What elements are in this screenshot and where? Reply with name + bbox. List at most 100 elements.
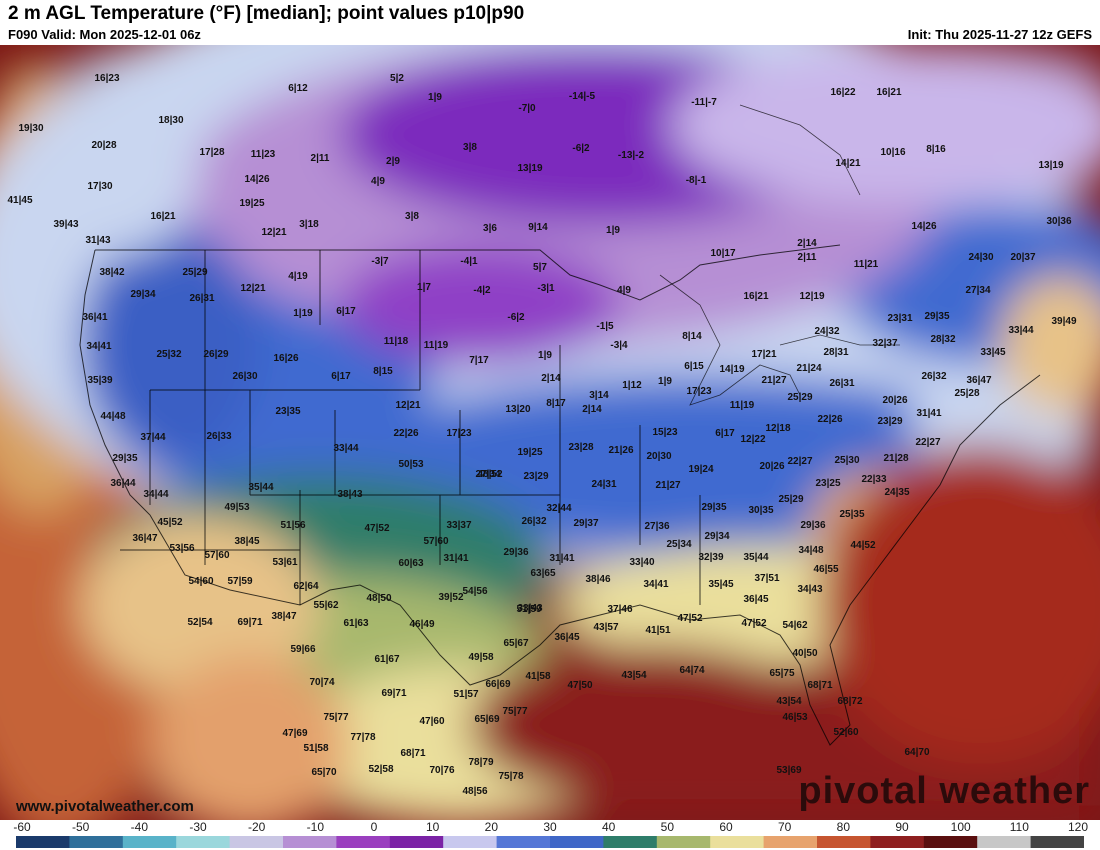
point-value-label: 52|54 xyxy=(187,617,212,628)
point-value-label: 30|35 xyxy=(748,505,773,516)
point-value-label: 44|48 xyxy=(100,411,125,422)
point-value-label: 57|60 xyxy=(204,550,229,561)
colorbar-segment xyxy=(443,836,498,848)
point-value-label: 3|14 xyxy=(589,390,609,401)
point-value-label: 6|12 xyxy=(288,83,308,94)
point-value-label: 35|44 xyxy=(248,482,273,493)
colorbar-segment xyxy=(69,836,124,848)
point-value-label: 1|9 xyxy=(428,92,442,103)
point-value-label: 7|17 xyxy=(469,355,489,366)
point-value-label: 49|58 xyxy=(468,652,493,663)
point-value-label: 36|45 xyxy=(743,594,768,605)
point-value-label: 26|32 xyxy=(521,516,546,527)
colorbar-tick: 40 xyxy=(601,820,616,834)
point-value-label: -8|-1 xyxy=(686,175,707,186)
point-value-label: 52|60 xyxy=(833,727,858,738)
point-value-label: 23|35 xyxy=(275,406,300,417)
colorbar-segment xyxy=(977,836,1032,848)
point-value-label: 12|18 xyxy=(765,423,790,434)
point-value-label: 19|25 xyxy=(239,198,264,209)
point-value-label: 47|52 xyxy=(677,613,702,624)
point-value-label: 77|78 xyxy=(350,732,375,743)
point-value-label: 75|77 xyxy=(502,706,527,717)
point-value-label: 25|30 xyxy=(834,455,859,466)
point-value-label: 12|21 xyxy=(240,283,265,294)
point-value-label: 34|41 xyxy=(86,341,111,352)
point-value-label: 43|54 xyxy=(776,696,801,707)
point-value-label: 23|31 xyxy=(887,313,912,324)
point-value-label: 47|69 xyxy=(282,728,307,739)
point-value-label: 25|29 xyxy=(787,392,812,403)
colorbar-tick: 0 xyxy=(370,820,378,834)
point-value-label: 33|43 xyxy=(517,603,542,614)
point-value-label: -4|1 xyxy=(460,256,478,267)
point-value-label: 23|25 xyxy=(815,478,840,489)
point-value-label: 31|41 xyxy=(916,408,941,419)
colorbar-segment xyxy=(870,836,925,848)
point-value-label: 13|19 xyxy=(1038,160,1063,171)
colorbar-tick: 80 xyxy=(836,820,851,834)
point-value-label: 69|71 xyxy=(237,617,262,628)
point-value-label: 32|44 xyxy=(546,503,571,514)
point-value-label: 78|79 xyxy=(468,757,493,768)
colorbar-segment xyxy=(122,836,177,848)
colorbar-tick: 60 xyxy=(719,820,733,834)
point-value-label: 64|74 xyxy=(679,665,704,676)
point-value-label: 25|32 xyxy=(156,349,181,360)
point-value-label: -1|5 xyxy=(596,321,614,332)
point-value-label: 14|26 xyxy=(244,174,269,185)
point-value-label: 6|17 xyxy=(336,306,356,317)
website-label: www.pivotalweather.com xyxy=(16,798,194,815)
point-value-label: 51|57 xyxy=(453,689,478,700)
point-value-label: 17|30 xyxy=(87,181,112,192)
point-value-label: 11|18 xyxy=(384,336,409,347)
point-value-label: 75|77 xyxy=(323,712,348,723)
point-value-label: 21|28 xyxy=(883,453,908,464)
point-value-label: 25|29 xyxy=(778,494,803,505)
point-value-label: 33|37 xyxy=(446,520,471,531)
point-value-label: 29|34 xyxy=(130,289,155,300)
point-value-label: 25|29 xyxy=(182,267,207,278)
point-value-label: 16|23 xyxy=(94,73,119,84)
colorbar-segment xyxy=(1030,836,1084,848)
point-values: 16|23 6|12 5|2 1|9 -7|0 -14|-5 -11|-7 16|22 16|2… xyxy=(7,73,1076,797)
colorbar-segment xyxy=(603,836,658,848)
point-value-label: 38|46 xyxy=(585,574,610,585)
point-value-label: 26|30 xyxy=(232,371,257,382)
point-value-label: 26|29 xyxy=(203,349,228,360)
point-value-label: 14|26 xyxy=(911,221,936,232)
point-value-label: 11|19 xyxy=(730,400,755,411)
point-value-label: 34|44 xyxy=(143,489,168,500)
point-value-label: 54|62 xyxy=(782,620,807,631)
border-lines xyxy=(79,244,1041,746)
point-value-label: 25|34 xyxy=(666,539,691,550)
colorbar-tick: -50 xyxy=(71,820,90,834)
point-value-label: -3|1 xyxy=(537,283,555,294)
point-value-label: 10|17 xyxy=(710,248,735,259)
point-value-label: 44|52 xyxy=(850,540,875,551)
colorbar-tick: -60 xyxy=(13,820,31,834)
point-value-label: 62|64 xyxy=(293,581,318,592)
point-value-label: 40|50 xyxy=(792,648,817,659)
point-value-label: 17|23 xyxy=(446,428,471,439)
point-value-label: 29|35 xyxy=(112,453,137,464)
colorbar-segment xyxy=(550,836,604,848)
point-value-label: 31|43 xyxy=(85,235,110,246)
point-value-label: 21|24 xyxy=(796,363,821,374)
point-value-label: 48|52 xyxy=(477,469,502,480)
colorbar-segment xyxy=(283,836,337,848)
point-value-label: 34|41 xyxy=(643,579,668,590)
colorbar-segment xyxy=(16,836,70,848)
header: 2 m AGL Temperature (°F) [median]; point… xyxy=(0,0,1100,45)
colorbar-strip xyxy=(16,836,1084,848)
map-title: 2 m AGL Temperature (°F) [median]; point… xyxy=(8,3,525,24)
point-value-label: 28|32 xyxy=(930,334,955,345)
point-value-label: 54|56 xyxy=(462,586,487,597)
colorbar-segment xyxy=(229,836,284,848)
point-value-label: -4|2 xyxy=(473,285,491,296)
point-value-label: 26|31 xyxy=(829,378,854,389)
point-value-label: 21|27 xyxy=(761,375,786,386)
point-value-label: 21|26 xyxy=(608,445,633,456)
point-value-label: 3|8 xyxy=(463,142,477,153)
point-value-label: 53|61 xyxy=(272,557,297,568)
